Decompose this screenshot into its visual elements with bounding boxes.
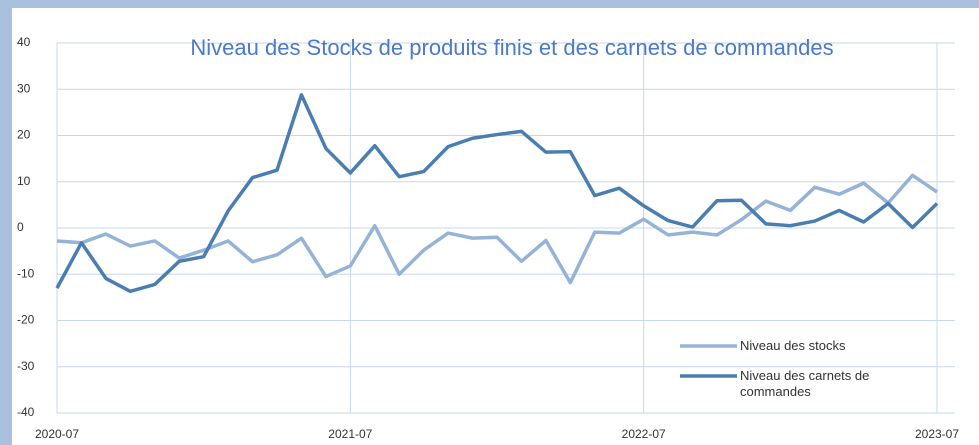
chart: -40 -30 -20 -10 0 10 20 30 40 2020-07 2021-07 2022-…	[17, 35, 959, 441]
series-line	[55, 93, 939, 294]
x-tick-label: 2021-07	[328, 427, 372, 441]
y-tick-label: -30	[17, 359, 35, 373]
y-tick-label: 0	[17, 220, 24, 234]
chart-area: -40 -30 -20 -10 0 10 20 30 40 2020-07 2021-07 2022-…	[12, 8, 979, 445]
y-tick-label: 20	[17, 128, 31, 142]
chart-title: Niveau des Stocks de produits finis et d…	[190, 35, 834, 60]
x-tick-label: 2023-07	[915, 427, 959, 441]
legend-label: Niveau des stocks	[740, 338, 846, 353]
y-tick-label: -10	[17, 266, 35, 280]
y-tick-label: -40	[17, 405, 35, 419]
y-tick-label: -20	[17, 313, 35, 327]
x-tick-label: 2020-07	[35, 427, 79, 441]
y-tick-label: 10	[17, 174, 31, 188]
y-tick-label: 30	[17, 81, 31, 95]
y-tick-label: 40	[17, 35, 31, 49]
x-tick-label: 2022-07	[622, 427, 666, 441]
legend-label: Niveau des carnets de commandes	[740, 368, 870, 399]
series-line	[56, 173, 938, 285]
